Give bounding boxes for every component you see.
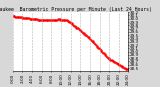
Title: Milwaukee  Barometric Pressure per Minute (Last 24 Hours): Milwaukee Barometric Pressure per Minute…: [0, 7, 152, 12]
